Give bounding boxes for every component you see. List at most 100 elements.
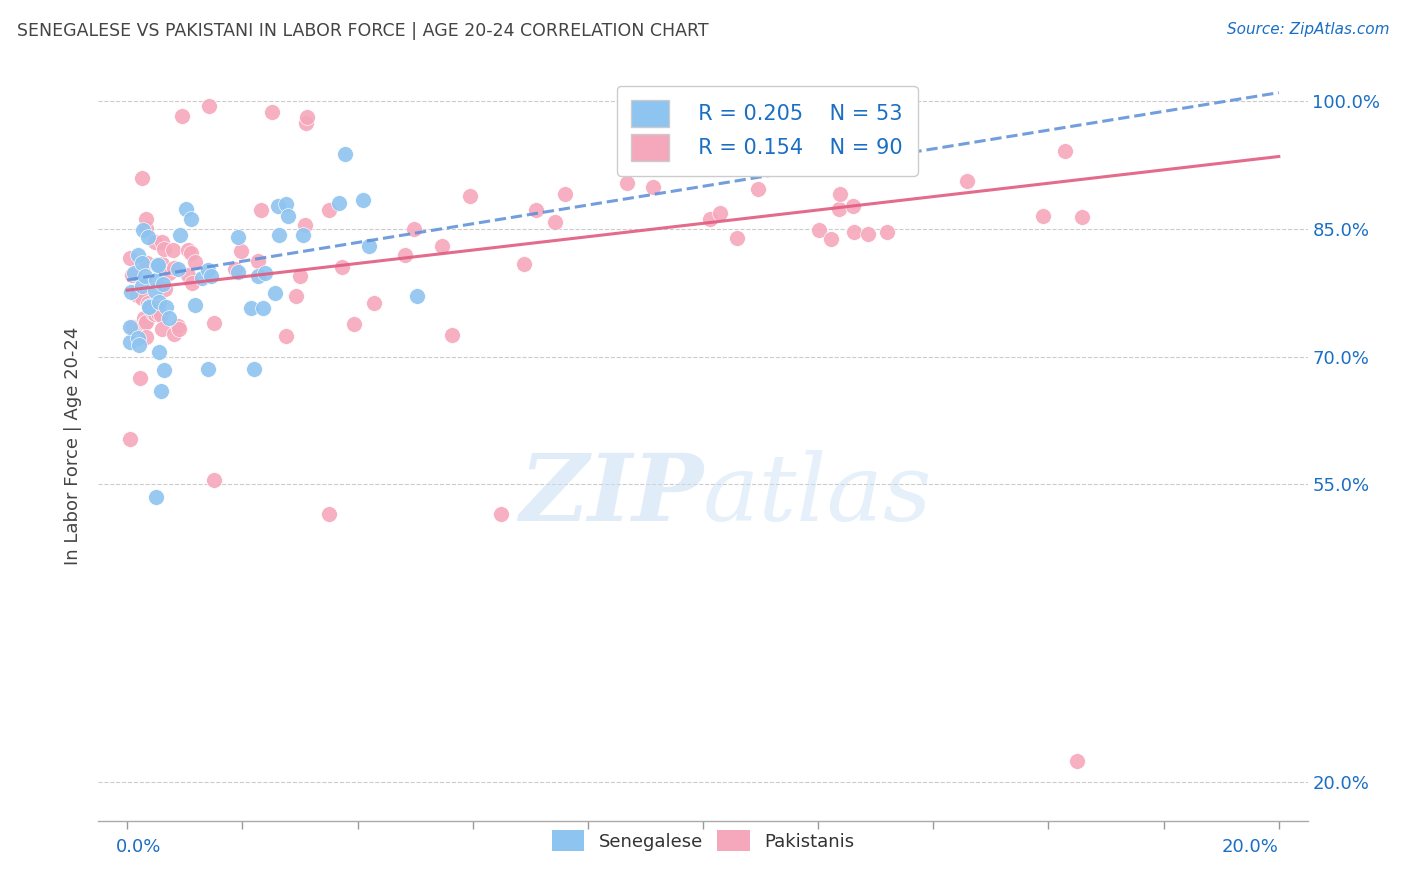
Point	[295, 110, 318, 124]
Point	[134, 268, 156, 283]
Point	[699, 211, 721, 226]
Point	[120, 285, 142, 300]
Point	[134, 311, 156, 326]
Point	[148, 294, 170, 309]
Point	[155, 282, 177, 296]
Point	[224, 262, 246, 277]
Point	[184, 255, 207, 269]
Point	[641, 179, 664, 194]
Point	[146, 258, 169, 272]
Point	[157, 267, 180, 281]
Point	[491, 507, 513, 521]
Point	[359, 238, 381, 252]
Point	[1053, 144, 1076, 158]
Point	[709, 205, 731, 219]
Point	[163, 261, 186, 276]
Point	[155, 300, 177, 314]
Point	[876, 225, 898, 239]
Point	[330, 260, 353, 275]
Point	[243, 362, 266, 376]
Point	[267, 227, 290, 242]
Point	[318, 203, 340, 218]
Point	[226, 265, 249, 279]
Point	[252, 301, 274, 315]
Point	[134, 316, 156, 330]
Point	[127, 331, 149, 345]
Point	[239, 301, 262, 316]
Point	[827, 96, 849, 111]
Point	[138, 299, 160, 313]
Point	[167, 322, 190, 336]
Point	[132, 222, 155, 236]
Text: Source: ZipAtlas.com: Source: ZipAtlas.com	[1226, 22, 1389, 37]
Point	[180, 212, 202, 227]
Point	[290, 268, 312, 283]
Text: ZIP: ZIP	[519, 450, 703, 540]
Point	[135, 316, 157, 330]
Point	[294, 218, 316, 232]
Point	[176, 268, 198, 283]
Point	[138, 300, 160, 314]
Point	[842, 225, 865, 239]
Point	[177, 243, 200, 257]
Point	[163, 326, 186, 341]
Point	[181, 277, 204, 291]
Point	[292, 228, 315, 243]
Point	[125, 287, 148, 301]
Point	[1032, 209, 1054, 223]
Point	[202, 473, 225, 487]
Point	[172, 109, 194, 123]
Point	[430, 239, 453, 253]
Point	[1066, 754, 1088, 768]
Point	[204, 316, 226, 330]
Point	[146, 301, 169, 315]
Point	[200, 268, 222, 283]
Text: atlas: atlas	[703, 450, 932, 540]
Point	[167, 261, 190, 276]
Legend: Senegalese, Pakistanis: Senegalese, Pakistanis	[543, 822, 863, 860]
Point	[169, 227, 191, 242]
Text: SENEGALESE VS PAKISTANI IN LABOR FORCE | AGE 20-24 CORRELATION CHART: SENEGALESE VS PAKISTANI IN LABOR FORCE |…	[17, 22, 709, 40]
Point	[264, 286, 287, 301]
Point	[197, 99, 219, 113]
Point	[167, 319, 190, 334]
Point	[150, 321, 173, 335]
Point	[121, 319, 143, 334]
Point	[458, 189, 481, 203]
Text: 0.0%: 0.0%	[115, 838, 162, 855]
Point	[246, 268, 269, 283]
Point	[121, 268, 143, 282]
Point	[513, 257, 536, 271]
Point	[135, 221, 157, 235]
Point	[131, 256, 153, 270]
Point	[404, 222, 426, 236]
Point	[328, 196, 350, 211]
Point	[808, 223, 831, 237]
Point	[145, 235, 167, 249]
Point	[856, 227, 879, 241]
Point	[197, 263, 219, 277]
Point	[295, 116, 318, 130]
Point	[820, 232, 842, 246]
Point	[120, 252, 142, 266]
Point	[159, 310, 181, 325]
Point	[266, 198, 288, 212]
Point	[162, 243, 184, 257]
Point	[524, 203, 547, 218]
Point	[145, 490, 167, 504]
Point	[146, 306, 169, 320]
Point	[148, 345, 170, 359]
Point	[284, 289, 307, 303]
Point	[1070, 210, 1092, 224]
Point	[136, 256, 159, 270]
Point	[136, 296, 159, 310]
Point	[725, 231, 748, 245]
Point	[260, 104, 283, 119]
Y-axis label: In Labor Force | Age 20-24: In Labor Force | Age 20-24	[65, 326, 83, 566]
Point	[120, 432, 142, 446]
Point	[363, 296, 385, 310]
Point	[956, 174, 979, 188]
Point	[131, 171, 153, 186]
Point	[149, 309, 172, 323]
Point	[122, 266, 145, 280]
